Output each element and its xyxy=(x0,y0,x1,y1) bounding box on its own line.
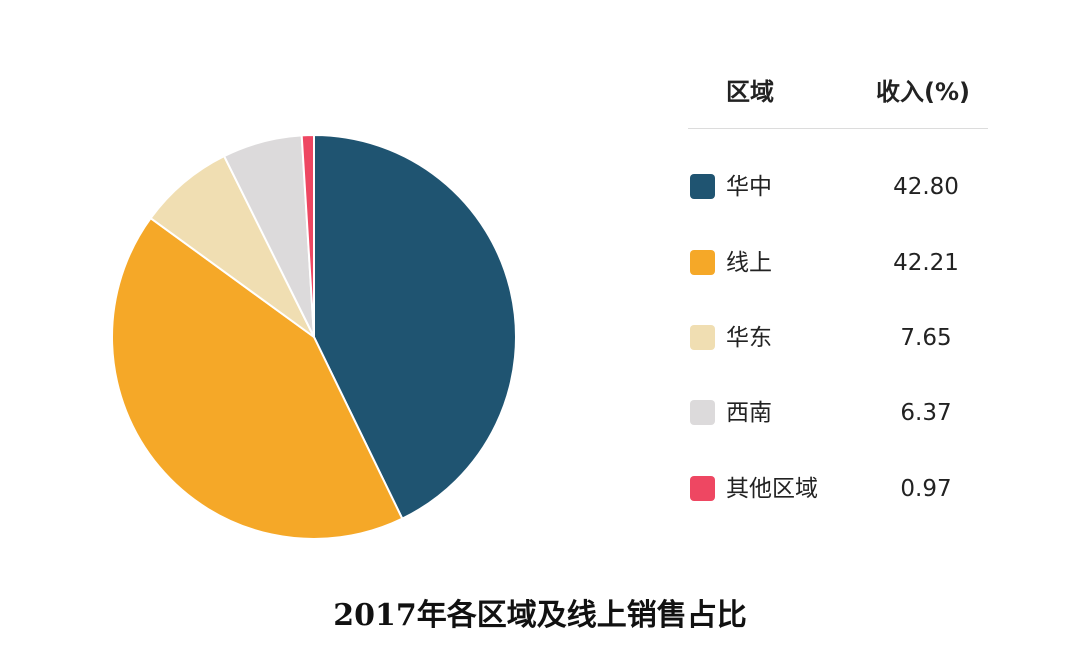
pie-slice xyxy=(300,134,315,338)
legend-swatch xyxy=(690,400,715,425)
legend-label: 华中 xyxy=(726,174,772,200)
table-header-revenue: 收入(%) xyxy=(876,78,970,106)
pie-slices xyxy=(111,134,517,540)
legend-swatch xyxy=(690,476,715,501)
legend-label: 线上 xyxy=(726,250,772,276)
pie-slice xyxy=(111,217,404,540)
table-header-divider xyxy=(688,128,988,129)
pie-slice xyxy=(149,155,315,338)
legend-label: 其他区域 xyxy=(726,476,818,502)
legend-swatch xyxy=(690,174,715,199)
chart-title: 2017年各区域及线上销售占比 xyxy=(333,598,747,633)
legend-value: 42.21 xyxy=(893,250,959,276)
legend-label: 华东 xyxy=(726,325,772,351)
legend-value: 0.97 xyxy=(900,476,952,502)
legend-row: 华东 7.65 xyxy=(690,323,990,353)
legend-value: 6.37 xyxy=(900,400,952,426)
legend-value: 7.65 xyxy=(900,325,952,351)
table-header-region: 区域 xyxy=(726,78,774,106)
legend-swatch xyxy=(690,250,715,275)
legend-row: 西南 6.37 xyxy=(690,398,990,428)
legend-label: 西南 xyxy=(726,400,772,426)
pie-slice xyxy=(313,134,517,520)
legend-row: 其他区域 0.97 xyxy=(690,474,990,504)
legend-value: 42.80 xyxy=(893,174,959,200)
legend-row: 华中 42.80 xyxy=(690,172,990,202)
legend-swatch xyxy=(690,325,715,350)
legend-row: 线上 42.21 xyxy=(690,248,990,278)
